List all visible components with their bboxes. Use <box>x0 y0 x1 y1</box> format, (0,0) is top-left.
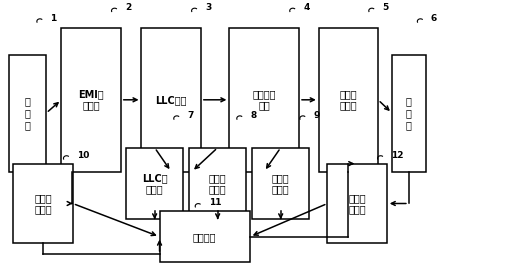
Text: 3: 3 <box>205 3 211 12</box>
Bar <box>319 28 378 172</box>
Text: LLC模块: LLC模块 <box>155 95 187 105</box>
Text: 输出滤
波模块: 输出滤 波模块 <box>340 89 357 111</box>
Bar <box>62 28 121 172</box>
Text: 1: 1 <box>50 14 56 23</box>
Bar <box>189 148 246 219</box>
Bar <box>160 211 250 262</box>
Text: 12: 12 <box>391 151 404 160</box>
Text: 11: 11 <box>209 199 221 207</box>
Bar <box>327 164 387 243</box>
Text: EMI滤
波模块: EMI滤 波模块 <box>78 89 104 111</box>
Text: 6: 6 <box>431 14 437 23</box>
Bar <box>229 28 299 172</box>
Text: 5: 5 <box>382 3 388 12</box>
Bar <box>392 55 426 172</box>
Text: 整流驱
动模块: 整流驱 动模块 <box>272 173 290 194</box>
Text: 电流检
测模块: 电流检 测模块 <box>209 173 226 194</box>
Bar <box>126 148 183 219</box>
Text: 2: 2 <box>125 3 131 12</box>
Text: 输
出
端: 输 出 端 <box>406 96 412 130</box>
Bar <box>141 28 201 172</box>
Text: 7: 7 <box>187 111 194 120</box>
Text: LLC驱
动模块: LLC驱 动模块 <box>142 173 167 194</box>
Text: 10: 10 <box>77 151 89 160</box>
Text: 辅助电
源模块: 辅助电 源模块 <box>34 193 52 214</box>
Text: 电压检
测模块: 电压检 测模块 <box>348 193 366 214</box>
Bar <box>9 55 46 172</box>
Text: 输
入
端: 输 入 端 <box>25 96 31 130</box>
Bar <box>13 164 73 243</box>
Text: 4: 4 <box>303 3 310 12</box>
Text: 8: 8 <box>250 111 256 120</box>
Bar <box>252 148 309 219</box>
Text: 控制模块: 控制模块 <box>193 232 217 242</box>
Text: 9: 9 <box>313 111 320 120</box>
Text: 同步整流
模块: 同步整流 模块 <box>252 89 276 111</box>
